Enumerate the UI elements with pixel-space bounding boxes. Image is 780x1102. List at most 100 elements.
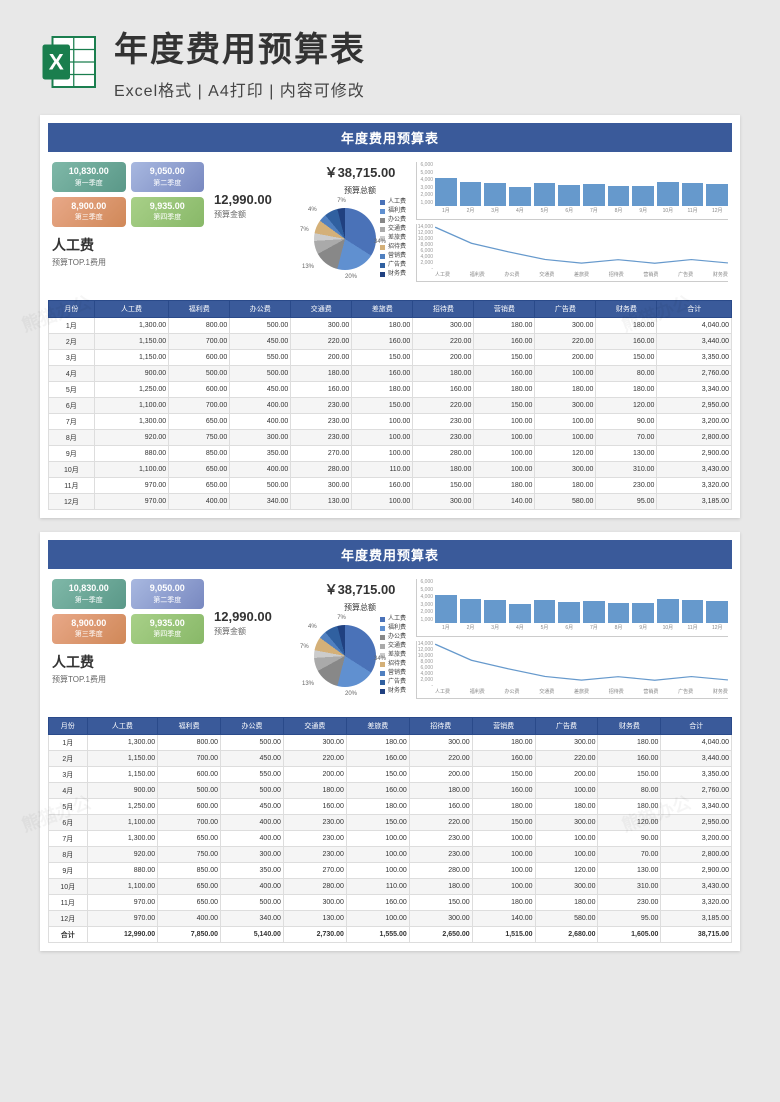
table-row: 6月1,100.00700.00400.00230.00150.00220.00…: [49, 398, 732, 414]
table-row: 4月900.00500.00500.00180.00160.00180.0016…: [49, 783, 732, 799]
bar: [583, 184, 605, 206]
main-title: 年度费用预算表: [114, 22, 740, 71]
bar: [435, 595, 457, 623]
table-row: 12月970.00400.00340.00130.00100.00300.001…: [49, 494, 732, 510]
svg-text:X: X: [49, 49, 64, 74]
table-header: 广告费: [535, 301, 596, 318]
table-row: 1月1,300.00800.00500.00300.00180.00300.00…: [49, 735, 732, 751]
quarters-grid: 10,830.00第一季度9,050.00第二季度8,900.00第三季度9,9…: [52, 162, 204, 227]
table-row: 5月1,250.00600.00450.00160.00180.00160.00…: [49, 799, 732, 815]
top1-block: 人工费 预算TOP.1费用: [52, 652, 204, 685]
bar: [583, 601, 605, 623]
table-header: 差旅费: [352, 301, 413, 318]
quarter-card: 10,830.00第一季度: [52, 579, 126, 609]
table-row: 3月1,150.00600.00550.00200.00150.00200.00…: [49, 350, 732, 366]
table-row: 8月920.00750.00300.00230.00100.00230.0010…: [49, 430, 732, 446]
table-header: 差旅费: [346, 718, 409, 735]
quarter-card: 9,050.00第二季度: [131, 579, 205, 609]
amount-label: 预算金额: [214, 209, 304, 220]
quarter-card: 8,900.00第三季度: [52, 197, 126, 227]
table-header: 营销费: [474, 301, 535, 318]
bar: [460, 182, 482, 206]
table-header: 福利费: [169, 301, 230, 318]
table-row: 11月970.00650.00500.00300.00160.00150.001…: [49, 895, 732, 911]
table-header: 招待费: [409, 718, 472, 735]
table-header: 人工费: [87, 718, 158, 735]
quarter-card: 9,935.00第四季度: [131, 197, 205, 227]
bar: [706, 601, 728, 623]
bar-chart: 6,0005,0004,0003,0002,0001,000 1月2月3月4月5…: [416, 162, 728, 220]
total-amount: ￥38,715.00: [314, 579, 406, 598]
table-row: 9月880.00850.00350.00270.00100.00280.0010…: [49, 446, 732, 462]
bar-x-labels: 1月2月3月4月5月6月7月8月9月10月11月12月: [435, 207, 728, 214]
table-header: 办公费: [221, 718, 284, 735]
budget-sheet: 年度费用预算表 10,830.00第一季度9,050.00第二季度8,900.0…: [40, 532, 740, 951]
table-row: 1月1,300.00800.00500.00300.00180.00300.00…: [49, 318, 732, 334]
table-row: 5月1,250.00600.00450.00160.00180.00160.00…: [49, 382, 732, 398]
bar: [657, 599, 679, 623]
top1-name: 人工费: [52, 652, 204, 672]
line-x-labels: 人工费福利费办公费交通费差旅费招待费营销费广告费财务费: [435, 271, 728, 278]
bar: [509, 187, 531, 206]
pie-title: 预算总额: [314, 602, 406, 613]
bar: [682, 183, 704, 206]
sheet-banner: 年度费用预算表: [48, 540, 732, 569]
dashboard: 10,830.00第一季度9,050.00第二季度8,900.00第三季度9,9…: [48, 569, 732, 709]
amount-block: 12,990.00 预算金额: [214, 162, 304, 282]
bar-y-axis: 6,0005,0004,0003,0002,0001,000: [417, 579, 433, 623]
pie-chart: 34%20%13%7%4%7%: [314, 625, 376, 687]
bar: [706, 184, 728, 206]
table-row: 6月1,100.00700.00400.00230.00150.00220.00…: [49, 815, 732, 831]
total-row: 合计12,990.007,850.005,140.002,730.001,555…: [49, 927, 732, 943]
bar: [534, 600, 556, 623]
table-header: 办公费: [230, 301, 291, 318]
quarter-card: 8,900.00第三季度: [52, 614, 126, 644]
bar: [534, 183, 556, 206]
table-header: 人工费: [94, 301, 168, 318]
top1-block: 人工费 预算TOP.1费用: [52, 235, 204, 268]
amount-block: 12,990.00 预算金额: [214, 579, 304, 699]
line-chart: 14,00012,00010,0008,0006,0004,0002,000- …: [416, 641, 728, 699]
page-header: X 年度费用预算表 Excel格式 | A4打印 | 内容可修改: [0, 0, 780, 115]
pie-title: 预算总额: [314, 185, 406, 196]
table-row: 12月970.00400.00340.00130.00100.00300.001…: [49, 911, 732, 927]
bar: [608, 603, 630, 623]
bar-y-axis: 6,0005,0004,0003,0002,0001,000: [417, 162, 433, 206]
sheet-banner: 年度费用预算表: [48, 123, 732, 152]
quarter-card: 9,935.00第四季度: [131, 614, 205, 644]
top1-name: 人工费: [52, 235, 204, 255]
bar: [558, 185, 580, 206]
dashboard: 10,830.00第一季度9,050.00第二季度8,900.00第三季度9,9…: [48, 152, 732, 292]
total-block: ￥38,715.00 预算总额 34%20%13%7%4%7% 人工费福利费办公…: [314, 579, 406, 699]
table-header: 福利费: [158, 718, 221, 735]
table-row: 4月900.00500.00500.00180.00160.00180.0016…: [49, 366, 732, 382]
line-y-axis: 14,00012,00010,0008,0006,0004,0002,000-: [417, 641, 433, 685]
bar: [657, 182, 679, 206]
budget-table: 月份人工费福利费办公费交通费差旅费招待费营销费广告费财务费合计1月1,300.0…: [48, 300, 732, 510]
bar: [484, 183, 506, 206]
bar: [558, 602, 580, 623]
line-chart: 14,00012,00010,0008,0006,0004,0002,000- …: [416, 224, 728, 282]
budget-sheet: 年度费用预算表 10,830.00第一季度9,050.00第二季度8,900.0…: [40, 115, 740, 518]
table-header: 交通费: [283, 718, 346, 735]
table-header: 交通费: [291, 301, 352, 318]
bar: [435, 178, 457, 206]
table-header: 月份: [49, 301, 95, 318]
table-row: 9月880.00850.00350.00270.00100.00280.0010…: [49, 863, 732, 879]
table-row: 7月1,300.00650.00400.00230.00100.00230.00…: [49, 414, 732, 430]
table-row: 10月1,100.00650.00400.00280.00110.00180.0…: [49, 462, 732, 478]
quarter-card: 10,830.00第一季度: [52, 162, 126, 192]
bar: [509, 604, 531, 623]
table-header: 广告费: [535, 718, 598, 735]
amount-value: 12,990.00: [214, 192, 304, 207]
line-x-labels: 人工费福利费办公费交通费差旅费招待费营销费广告费财务费: [435, 688, 728, 695]
bar: [460, 599, 482, 623]
bar-x-labels: 1月2月3月4月5月6月7月8月9月10月11月12月: [435, 624, 728, 631]
top1-label: 预算TOP.1费用: [52, 257, 204, 268]
table-row: 7月1,300.00650.00400.00230.00100.00230.00…: [49, 831, 732, 847]
table-header: 营销费: [472, 718, 535, 735]
header-text: 年度费用预算表 Excel格式 | A4打印 | 内容可修改: [114, 22, 740, 101]
table-header: 合计: [657, 301, 732, 318]
table-header: 合计: [661, 718, 732, 735]
table-row: 10月1,100.00650.00400.00280.00110.00180.0…: [49, 879, 732, 895]
